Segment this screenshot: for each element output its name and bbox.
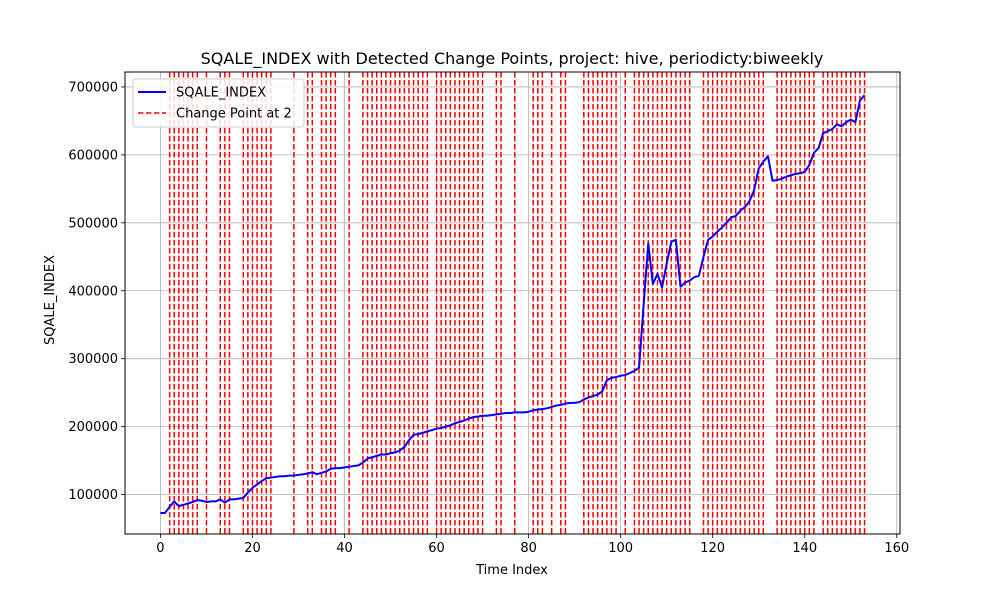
y-tick-label: 300000 bbox=[68, 352, 118, 367]
change-points-group bbox=[168, 72, 866, 534]
legend-box bbox=[132, 78, 305, 128]
plot-frame bbox=[124, 71, 901, 535]
x-tick-label: 160 bbox=[884, 541, 909, 556]
chart-title: SQALE_INDEX with Detected Change Points,… bbox=[201, 49, 824, 69]
x-tick-label: 140 bbox=[792, 541, 817, 556]
y-tick-label: 100000 bbox=[68, 488, 118, 503]
legend-changepoint-label: Change Point at 2 bbox=[176, 107, 292, 122]
y-tick-label: 200000 bbox=[68, 420, 118, 435]
x-tick-label: 0 bbox=[156, 541, 164, 556]
y-tick-label: 700000 bbox=[68, 80, 118, 95]
x-axis-label: Time Index bbox=[475, 563, 548, 578]
y-axis-label: SQALE_INDEX bbox=[43, 255, 58, 345]
x-tick-label: 120 bbox=[700, 541, 725, 556]
x-tick-label: 100 bbox=[608, 541, 633, 556]
x-tick-label: 40 bbox=[336, 541, 353, 556]
x-tick-label: 20 bbox=[244, 541, 261, 556]
legend-series-label: SQALE_INDEX bbox=[176, 86, 266, 101]
y-tick-label: 600000 bbox=[68, 148, 118, 163]
y-tick-label: 500000 bbox=[68, 216, 118, 231]
x-tick-label: 80 bbox=[520, 541, 537, 556]
legend: SQALE_INDEX Change Point at 2 bbox=[132, 78, 305, 128]
y-tick-label: 400000 bbox=[68, 284, 118, 299]
x-tick-label: 60 bbox=[428, 541, 445, 556]
series-line-sqale-index bbox=[160, 94, 866, 514]
